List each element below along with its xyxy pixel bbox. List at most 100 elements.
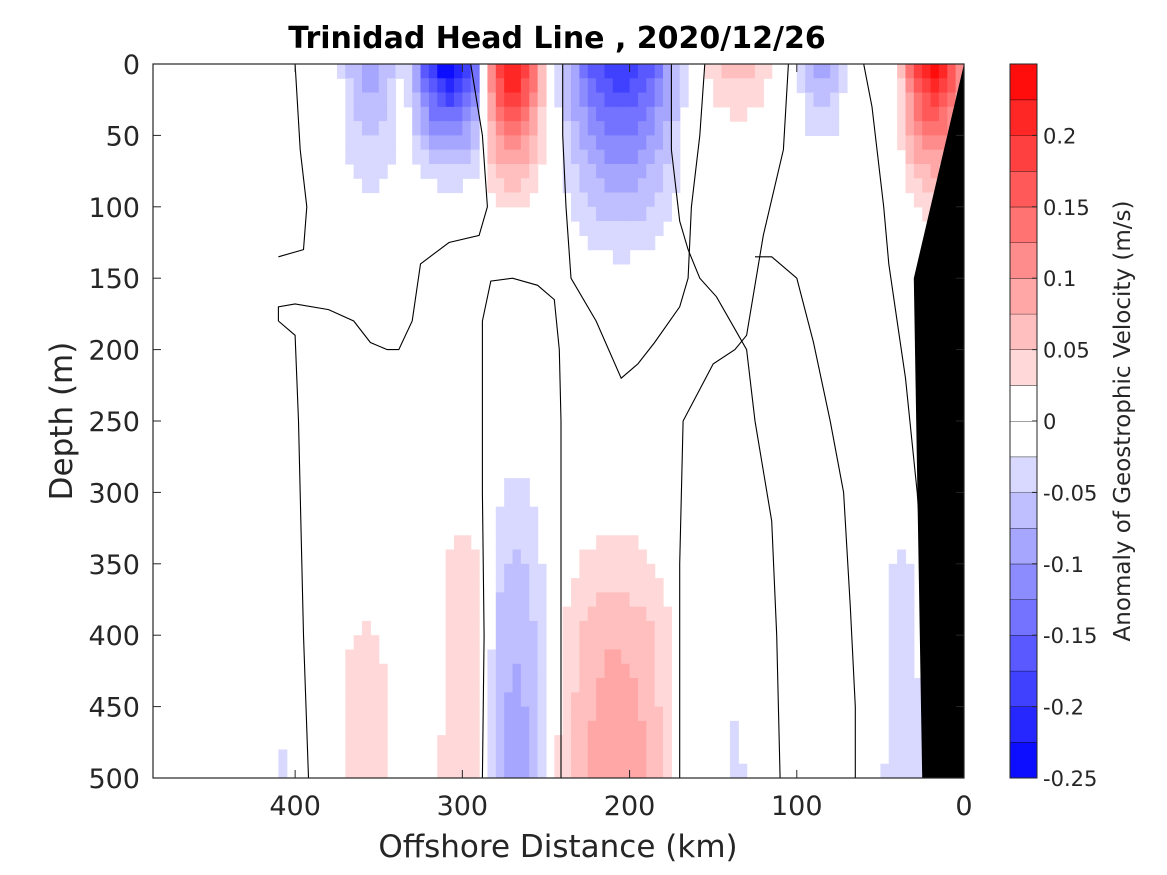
- velocity-cell: [905, 720, 915, 736]
- velocity-cell: [596, 578, 606, 593]
- velocity-cell: [913, 78, 923, 94]
- velocity-cell: [663, 735, 672, 751]
- velocity-cell: [596, 563, 606, 579]
- velocity-cell: [721, 64, 731, 79]
- velocity-cell: [362, 720, 371, 736]
- velocity-cell: [604, 578, 614, 593]
- velocity-cell: [637, 763, 647, 778]
- velocity-cell: [571, 163, 580, 179]
- velocity-cell: [453, 578, 463, 593]
- velocity-cell: [554, 735, 564, 751]
- velocity-cell: [629, 635, 639, 651]
- velocity-cell: [512, 563, 522, 579]
- velocity-cell: [612, 578, 622, 593]
- velocity-cell: [487, 149, 497, 165]
- velocity-cell: [453, 692, 463, 708]
- velocity-cell: [512, 149, 522, 165]
- velocity-cell: [529, 720, 539, 736]
- velocity-cell: [604, 92, 614, 108]
- velocity-cell: [520, 678, 530, 693]
- velocity-cell: [579, 192, 589, 208]
- velocity-cell: [604, 121, 614, 136]
- velocity-cell: [353, 163, 363, 179]
- velocity-cell: [336, 64, 346, 79]
- velocity-cell: [721, 92, 731, 108]
- velocity-cell: [353, 135, 363, 151]
- velocity-cell: [729, 92, 739, 108]
- velocity-cell: [537, 706, 547, 722]
- velocity-cell: [579, 735, 589, 751]
- velocity-cell: [470, 606, 480, 622]
- velocity-cell: [470, 563, 480, 579]
- velocity-cell: [462, 749, 472, 765]
- velocity-cell: [813, 78, 823, 94]
- velocity-cell: [529, 78, 539, 94]
- colorbar-level: [1010, 706, 1037, 743]
- velocity-cell: [579, 620, 589, 636]
- velocity-cell: [453, 735, 463, 751]
- velocity-cell: [520, 106, 530, 122]
- velocity-cell: [520, 478, 530, 493]
- velocity-cell: [596, 92, 606, 108]
- velocity-cell: [604, 649, 614, 665]
- velocity-cell: [412, 121, 422, 136]
- velocity-cell: [637, 706, 647, 722]
- velocity-cell: [913, 749, 923, 765]
- velocity-cell: [579, 678, 589, 693]
- velocity-cell: [562, 92, 572, 108]
- velocity-cell: [621, 749, 631, 765]
- velocity-cell: [445, 135, 455, 151]
- velocity-cell: [512, 535, 522, 551]
- velocity-cell: [428, 149, 438, 165]
- velocity-cell: [420, 135, 430, 151]
- velocity-cell: [729, 735, 739, 751]
- velocity-cell: [579, 206, 589, 222]
- velocity-cell: [378, 720, 388, 736]
- velocity-cell: [671, 121, 681, 136]
- velocity-cell: [562, 649, 572, 665]
- velocity-cell: [646, 106, 656, 122]
- velocity-cell: [512, 620, 522, 636]
- velocity-cell: [637, 135, 647, 151]
- velocity-cell: [529, 592, 539, 608]
- velocity-cell: [370, 178, 380, 194]
- velocity-cell: [495, 178, 505, 194]
- velocity-cell: [462, 78, 472, 94]
- velocity-cell: [462, 692, 472, 708]
- velocity-cell: [537, 578, 547, 593]
- velocity-cell: [813, 64, 823, 79]
- velocity-cell: [529, 635, 539, 651]
- velocity-cell: [370, 692, 380, 708]
- velocity-cell: [930, 121, 940, 136]
- velocity-cell: [462, 706, 472, 722]
- velocity-cell: [596, 206, 606, 222]
- velocity-cell: [512, 749, 522, 765]
- velocity-cell: [888, 735, 898, 751]
- velocity-cell: [897, 720, 907, 736]
- velocity-cell: [913, 763, 923, 778]
- velocity-cell: [604, 235, 614, 251]
- velocity-cell: [403, 64, 413, 79]
- velocity-cell: [387, 121, 397, 136]
- colorbar-level: [1010, 635, 1037, 671]
- colorbar-tick-label: 0.05: [1043, 339, 1090, 363]
- velocity-cell: [562, 135, 572, 151]
- velocity-cell: [353, 749, 363, 765]
- velocity-cell: [637, 592, 647, 608]
- colorbar-level: [1010, 313, 1037, 350]
- velocity-cell: [445, 706, 455, 722]
- velocity-cell: [412, 106, 422, 122]
- velocity-cell: [654, 78, 664, 94]
- velocity-cell: [621, 221, 631, 236]
- velocity-cell: [554, 78, 564, 94]
- velocity-cell: [495, 92, 505, 108]
- velocity-cell: [587, 64, 597, 79]
- velocity-cell: [453, 749, 463, 765]
- velocity-cell: [646, 206, 656, 222]
- velocity-cell: [487, 649, 497, 665]
- velocity-cell: [587, 221, 597, 236]
- velocity-cell: [437, 749, 447, 765]
- velocity-cell: [571, 178, 580, 194]
- velocity-cell: [913, 706, 923, 722]
- colorbar-level: [1010, 421, 1037, 457]
